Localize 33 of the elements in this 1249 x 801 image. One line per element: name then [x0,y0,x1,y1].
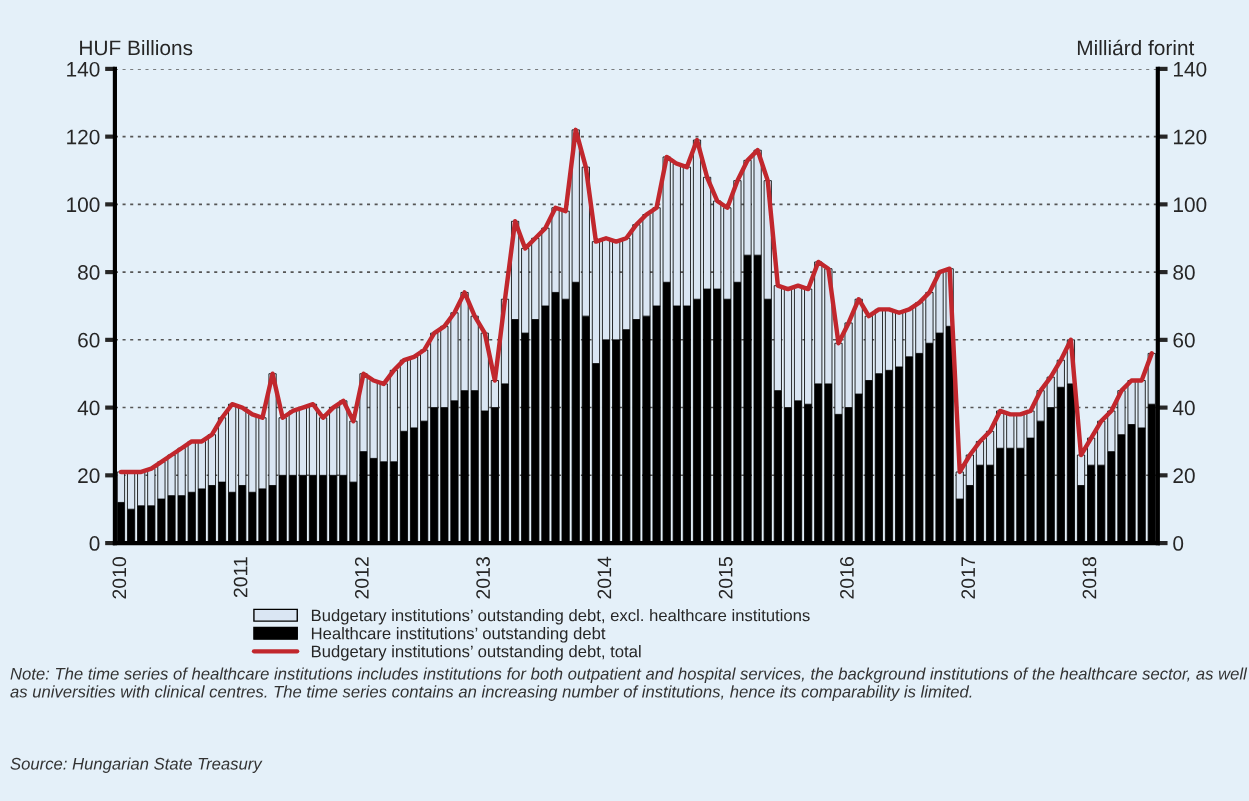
source-note: Source: Hungarian State Treasury [10,757,263,773]
y2-tick-label: 120 [1173,129,1207,145]
x-tick-label: 2010 [112,557,127,599]
y-tick-label: 20 [78,468,100,484]
legend-label: Budgetary institutions’ outstanding debt, excl. healthcare institutions [311,609,810,625]
x-tick-label: 2013 [476,557,490,599]
y-tick-label: 0 [89,536,100,551]
y-tick-label: 40 [77,400,100,416]
legend-label: Budgetary institutions’ outstanding debt, total [311,645,641,661]
line-series [118,127,1154,475]
x-tick-label: 2011 [233,557,248,598]
x-tick-label: 2015 [718,557,733,599]
y2-tick-label: 0 [1173,536,1184,551]
legend-label: Healthcare institutions’ outstanding debt [311,627,606,643]
x-tick-label: 2018 [1082,557,1097,599]
x-tick-label: 2017 [961,557,976,599]
y-tick-label: 100 [67,197,100,213]
x-tick-label: 2012 [354,557,369,599]
y2-tick-label: 80 [1173,265,1195,280]
x-tick-label: 2016 [840,557,854,599]
y2-tick-label: 40 [1172,400,1195,416]
y-tick-label: 80 [78,265,100,280]
y-tick-label: 140 [67,61,100,77]
y2-axis-title: Milliárd forint [1077,39,1195,56]
y2-tick-label: 100 [1173,197,1207,213]
y-tick-label: 120 [67,129,100,145]
text: Note: The time series of healthcare institutions includes institutions for both outpatient and hospital services, the background institutions of the healthcare sector, as well as universities with clinical centres. The time series contains an increasing number of institutions, hence its comparability is limited. [10,667,1248,701]
y-axis-title: HUF Billions [80,39,193,56]
y2-tick-label: 20 [1173,468,1195,484]
x-tick-label: 2014 [597,556,612,599]
y2-tick-label: 60 [1173,332,1195,348]
y-tick-label: 60 [78,332,100,348]
y2-tick-label: 140 [1173,61,1207,77]
